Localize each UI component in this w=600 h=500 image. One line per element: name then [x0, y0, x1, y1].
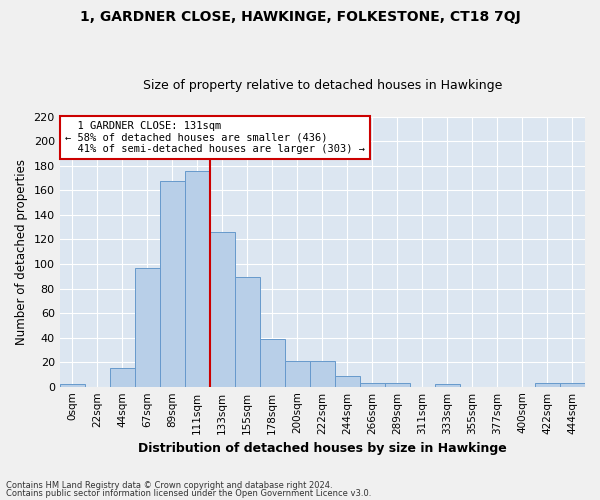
Bar [385, 383, 410, 386]
Bar [110, 368, 135, 386]
Y-axis label: Number of detached properties: Number of detached properties [15, 158, 28, 344]
Bar [310, 361, 335, 386]
Title: Size of property relative to detached houses in Hawkinge: Size of property relative to detached ho… [143, 79, 502, 92]
Bar [535, 383, 560, 386]
Bar [160, 180, 185, 386]
Bar [360, 383, 385, 386]
Bar [560, 383, 585, 386]
Bar [210, 232, 235, 386]
Bar [435, 384, 460, 386]
Text: 1 GARDNER CLOSE: 131sqm
← 58% of detached houses are smaller (436)
  41% of semi: 1 GARDNER CLOSE: 131sqm ← 58% of detache… [65, 121, 365, 154]
X-axis label: Distribution of detached houses by size in Hawkinge: Distribution of detached houses by size … [138, 442, 507, 455]
Text: Contains public sector information licensed under the Open Government Licence v3: Contains public sector information licen… [6, 488, 371, 498]
Bar [260, 339, 285, 386]
Bar [285, 361, 310, 386]
Bar [135, 268, 160, 386]
Text: 1, GARDNER CLOSE, HAWKINGE, FOLKESTONE, CT18 7QJ: 1, GARDNER CLOSE, HAWKINGE, FOLKESTONE, … [80, 10, 520, 24]
Bar [59, 384, 85, 386]
Bar [235, 278, 260, 386]
Bar [185, 171, 210, 386]
Bar [335, 376, 360, 386]
Text: Contains HM Land Registry data © Crown copyright and database right 2024.: Contains HM Land Registry data © Crown c… [6, 481, 332, 490]
